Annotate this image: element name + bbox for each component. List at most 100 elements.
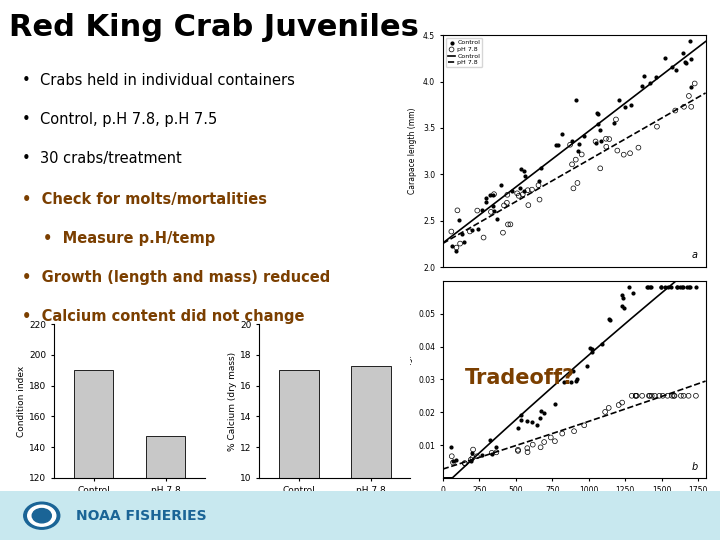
Point	[521, 416, 533, 425]
Control	[492, 214, 503, 223]
pH 7.8	[633, 143, 644, 152]
Point	[626, 392, 637, 400]
Control	[446, 242, 458, 251]
Point	[557, 429, 568, 438]
pH 7.8	[513, 192, 524, 200]
Control	[495, 180, 506, 189]
Point	[565, 378, 577, 387]
Bar	[73, 370, 114, 540]
Point	[618, 294, 629, 303]
Control	[515, 164, 526, 173]
Point	[678, 283, 689, 292]
Point	[605, 316, 616, 325]
Point	[627, 288, 639, 297]
Control	[487, 190, 498, 199]
Control	[625, 101, 636, 110]
Point	[644, 283, 656, 292]
Control	[608, 118, 619, 127]
pH 7.8	[526, 185, 538, 194]
Control	[593, 120, 604, 129]
pH 7.8	[600, 134, 612, 143]
Control	[550, 140, 562, 149]
pH 7.8	[485, 207, 497, 216]
Point	[459, 459, 471, 468]
Control	[644, 78, 656, 87]
pH 7.8	[576, 150, 588, 159]
Text: •  Growth (length and mass) reduced: • Growth (length and mass) reduced	[22, 270, 330, 285]
Point	[671, 283, 683, 292]
Point	[447, 458, 459, 467]
Point	[448, 456, 459, 465]
pH 7.8	[454, 239, 466, 248]
Point	[465, 455, 477, 464]
Point	[490, 443, 502, 452]
Control	[515, 184, 526, 192]
Point	[683, 283, 695, 292]
Control	[573, 139, 585, 148]
pH 7.8	[503, 220, 514, 229]
pH 7.8	[498, 201, 510, 210]
Y-axis label: Wet mass (g): Wet mass (g)	[404, 354, 413, 404]
pH 7.8	[570, 156, 582, 164]
pH 7.8	[567, 160, 578, 168]
Point	[678, 392, 689, 400]
pH 7.8	[670, 106, 681, 115]
pH 7.8	[472, 206, 483, 215]
Point	[535, 443, 546, 451]
Control	[678, 49, 689, 57]
Point	[649, 392, 660, 400]
Legend: Control, pH 7.8, Control, pH 7.8: Control, pH 7.8, Control, pH 7.8	[446, 38, 482, 67]
Point	[486, 449, 498, 458]
Point	[490, 448, 502, 457]
Control	[506, 187, 518, 195]
pH 7.8	[533, 181, 544, 190]
Text: •  Crabs held in individual containers: • Crabs held in individual containers	[22, 73, 294, 88]
Point	[642, 283, 654, 292]
Control	[458, 238, 469, 246]
Y-axis label: Condition index: Condition index	[17, 366, 27, 436]
Text: •  Check for molts/mortalities: • Check for molts/mortalities	[22, 192, 266, 207]
Point	[567, 367, 579, 375]
pH 7.8	[603, 135, 615, 144]
Point	[645, 283, 657, 292]
Point	[585, 344, 596, 353]
Control	[684, 36, 696, 45]
Point	[466, 448, 477, 457]
Point	[471, 452, 482, 461]
Point	[516, 416, 527, 424]
pH 7.8	[534, 195, 545, 204]
pH 7.8	[501, 199, 513, 207]
Control	[480, 193, 492, 202]
Point	[603, 315, 615, 323]
Text: Red King Crab Juveniles: Red King Crab Juveniles	[9, 14, 418, 43]
Control	[572, 147, 583, 156]
Control	[456, 230, 467, 238]
Point	[655, 283, 667, 292]
Point	[581, 361, 593, 370]
pH 7.8	[651, 123, 662, 131]
Control	[518, 166, 529, 175]
Point	[642, 283, 653, 292]
Control	[619, 103, 631, 111]
Control	[595, 137, 606, 145]
Point	[657, 392, 668, 400]
Point	[467, 454, 478, 462]
Point	[659, 283, 670, 292]
pH 7.8	[564, 140, 576, 149]
Point	[512, 447, 523, 455]
Point	[522, 448, 534, 456]
pH 7.8	[502, 191, 513, 199]
pH 7.8	[478, 233, 490, 242]
pH 7.8	[624, 149, 636, 158]
Point	[587, 345, 598, 353]
pH 7.8	[451, 206, 463, 215]
Point	[630, 392, 642, 400]
Point	[665, 283, 676, 292]
pH 7.8	[446, 227, 457, 236]
Y-axis label: Carapace length (mm): Carapace length (mm)	[408, 108, 418, 194]
Control	[570, 96, 582, 105]
Control	[556, 130, 567, 138]
pH 7.8	[618, 150, 629, 159]
Control	[670, 66, 681, 75]
Text: Tradeoff?: Tradeoff?	[464, 368, 575, 388]
